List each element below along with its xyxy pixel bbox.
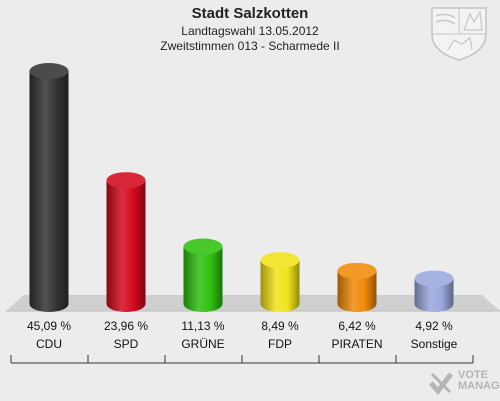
chart-district: Zweitstimmen 013 - Scharmede II: [160, 39, 340, 53]
bar-piraten: [337, 270, 377, 312]
bar-top-fdp: [260, 252, 300, 269]
bar-grüne: [183, 246, 223, 312]
chart-title: Stadt Salzkotten: [191, 5, 309, 22]
watermark-line1: VOTE: [458, 369, 488, 381]
value-label: 4,92 %: [415, 319, 453, 333]
bar-top-grüne: [183, 238, 223, 255]
category-label: FDP: [268, 337, 292, 351]
votemanager-watermark: VOTE MANAGER: [428, 370, 500, 401]
value-label: 8,49 %: [261, 319, 299, 333]
watermark-line2: MANAGER: [458, 380, 500, 392]
category-label: PIRATEN: [331, 337, 382, 351]
bar-top-sonstige: [414, 270, 454, 287]
value-label: 6,42 %: [338, 319, 376, 333]
category-label: CDU: [36, 337, 62, 351]
category-label: Sonstige: [411, 337, 458, 351]
bar-fdp: [260, 260, 300, 312]
bar-cdu: [29, 71, 69, 312]
value-label: 45,09 %: [27, 319, 71, 333]
bar-top-spd: [106, 172, 146, 189]
value-label: 23,96 %: [104, 319, 148, 333]
bar-spd: [106, 180, 146, 312]
chart-subtitle: Landtagswahl 13.05.2012: [181, 24, 319, 38]
vote-check-icon: [429, 372, 453, 395]
coat-of-arms-icon: [431, 7, 487, 61]
bar-top-piraten: [337, 262, 377, 279]
bar-top-cdu: [29, 63, 69, 79]
value-label: 11,13 %: [181, 319, 224, 333]
bar-sonstige: [414, 278, 454, 312]
category-label: GRÜNE: [181, 337, 224, 351]
category-label: SPD: [114, 337, 139, 351]
